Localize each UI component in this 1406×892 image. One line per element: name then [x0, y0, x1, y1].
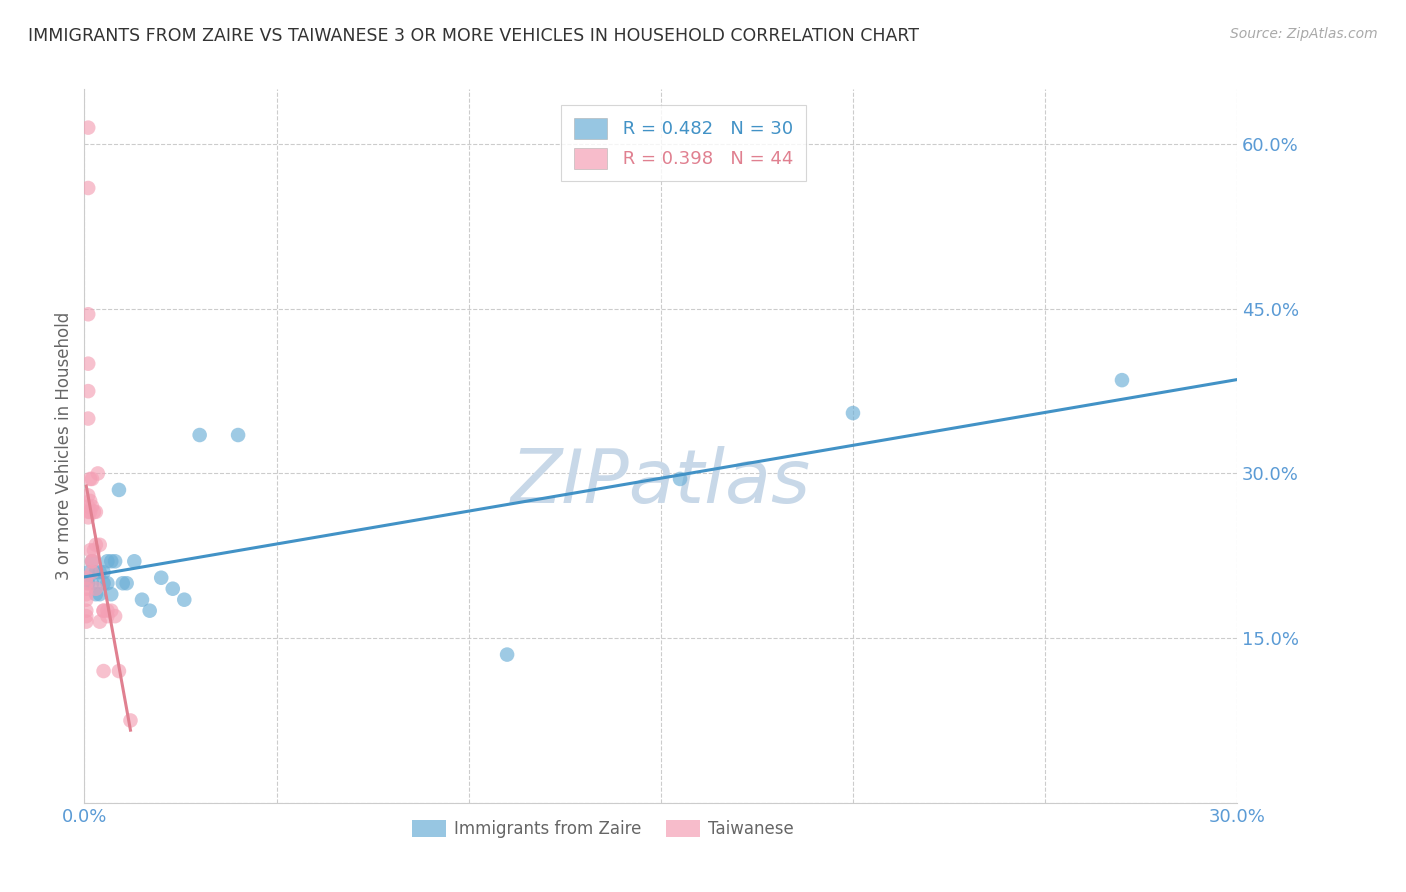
Point — [77, 566, 100, 580]
Point — [77, 505, 100, 519]
Point — [77, 384, 100, 398]
Point — [79, 505, 101, 519]
Point — [75, 582, 97, 596]
Point — [100, 604, 122, 618]
Point — [80, 472, 103, 486]
Point — [188, 428, 211, 442]
Point — [80, 554, 103, 568]
Point — [89, 587, 111, 601]
Point — [84, 582, 107, 596]
Point — [84, 587, 107, 601]
Point — [150, 571, 173, 585]
Point — [89, 538, 111, 552]
Point — [77, 576, 100, 591]
Point — [80, 554, 103, 568]
Point — [108, 483, 131, 497]
Point — [96, 554, 118, 568]
Point — [100, 554, 122, 568]
Point — [79, 472, 101, 486]
Point — [75, 604, 97, 618]
Point — [77, 488, 100, 502]
Point — [79, 543, 101, 558]
Point — [93, 604, 115, 618]
Point — [83, 505, 105, 519]
Point — [80, 576, 103, 591]
Point — [87, 467, 110, 481]
Point — [75, 615, 97, 629]
Point — [96, 576, 118, 591]
Point — [1111, 373, 1133, 387]
Point — [173, 592, 195, 607]
Point — [93, 566, 115, 580]
Point — [77, 500, 100, 514]
Point — [80, 566, 103, 580]
Point — [77, 181, 100, 195]
Point — [111, 576, 134, 591]
Point — [115, 576, 138, 591]
Point — [104, 609, 127, 624]
Point — [83, 543, 105, 558]
Point — [104, 554, 127, 568]
Point — [80, 554, 103, 568]
Point — [75, 592, 97, 607]
Y-axis label: 3 or more Vehicles in Household: 3 or more Vehicles in Household — [55, 312, 73, 580]
Point — [226, 428, 249, 442]
Point — [162, 582, 184, 596]
Point — [124, 554, 146, 568]
Point — [84, 505, 107, 519]
Point — [496, 648, 519, 662]
Point — [93, 576, 115, 591]
Point — [77, 510, 100, 524]
Point — [75, 609, 97, 624]
Point — [138, 604, 160, 618]
Legend: Immigrants from Zaire, Taiwanese: Immigrants from Zaire, Taiwanese — [406, 813, 800, 845]
Point — [77, 357, 100, 371]
Point — [84, 566, 107, 580]
Point — [89, 566, 111, 580]
Point — [131, 592, 153, 607]
Point — [96, 609, 118, 624]
Point — [79, 494, 101, 508]
Point — [842, 406, 865, 420]
Point — [89, 615, 111, 629]
Point — [96, 604, 118, 618]
Point — [75, 571, 97, 585]
Point — [93, 664, 115, 678]
Point — [77, 307, 100, 321]
Text: ZIPatlas: ZIPatlas — [510, 446, 811, 517]
Point — [100, 587, 122, 601]
Text: IMMIGRANTS FROM ZAIRE VS TAIWANESE 3 OR MORE VEHICLES IN HOUSEHOLD CORRELATION C: IMMIGRANTS FROM ZAIRE VS TAIWANESE 3 OR … — [28, 27, 920, 45]
Point — [120, 714, 142, 728]
Point — [108, 664, 131, 678]
Point — [77, 120, 100, 135]
Point — [80, 500, 103, 514]
Point — [77, 411, 100, 425]
Point — [669, 472, 692, 486]
Point — [75, 587, 97, 601]
Text: Source: ZipAtlas.com: Source: ZipAtlas.com — [1230, 27, 1378, 41]
Point — [93, 604, 115, 618]
Point — [75, 576, 97, 591]
Point — [84, 538, 107, 552]
